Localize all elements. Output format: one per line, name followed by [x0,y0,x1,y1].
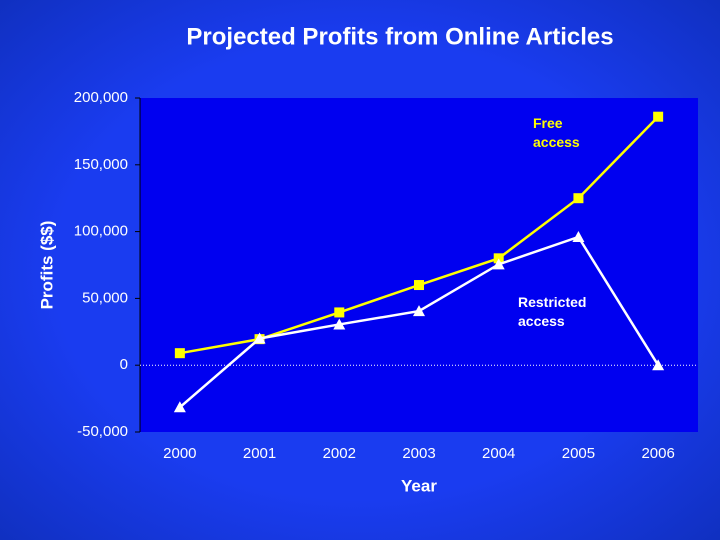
x-tick-label: 2006 [641,445,674,462]
marker [413,305,425,317]
y-tick-label: 150,000 [74,156,128,173]
marker [653,111,664,122]
x-axis-title: Year [401,476,437,495]
marker [253,332,266,344]
y-tick-label: 200,000 [74,89,128,106]
x-tick-label: 2002 [323,445,356,462]
marker [174,348,185,359]
series-label: Free access [533,115,580,150]
y-tick-label: -50,000 [77,423,128,440]
y-tick-label: 50,000 [82,289,128,306]
marker [573,193,584,204]
x-tick-label: 2000 [163,445,196,462]
plot-area [140,98,698,432]
marker [414,280,424,291]
y-tick-label: 100,000 [74,223,128,240]
marker [492,258,505,270]
chart-title: Projected Profits from Online Articles [186,23,613,50]
marker [572,230,585,242]
x-tick-label: 2003 [402,445,435,462]
marker [493,253,504,264]
marker [333,318,346,330]
series-label: Restricted access [518,294,587,329]
x-tick-label: 2004 [482,445,515,462]
y-axis-title: Profits ($$) [37,221,56,310]
x-tick-label: 2005 [562,445,595,462]
x-tick-label: 2001 [243,445,276,462]
marker [173,401,186,413]
marker [652,359,665,371]
marker [334,307,345,318]
y-tick-label: 0 [120,356,128,373]
